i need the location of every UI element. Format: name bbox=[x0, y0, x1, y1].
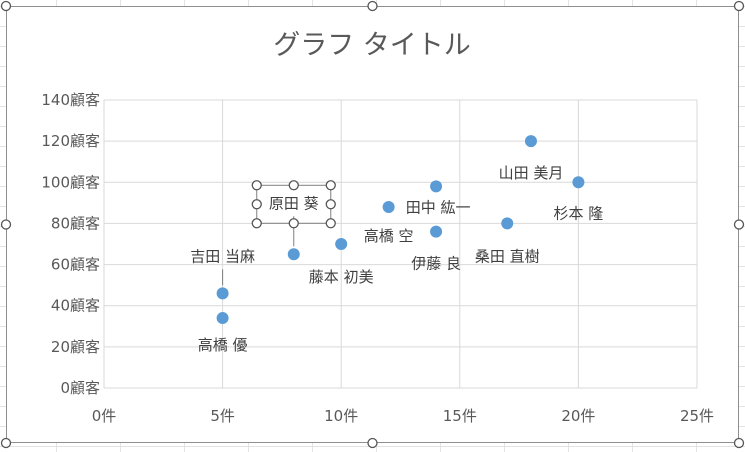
data-point[interactable] bbox=[216, 287, 229, 300]
chart-resize-handle[interactable] bbox=[367, 437, 378, 449]
y-axis-tick-labels: 0顧客 20顧客 40顧客 60顧客 80顧客 100顧客 120顧客 140顧客 bbox=[41, 91, 100, 397]
x-tick-label: 0件 bbox=[92, 407, 117, 425]
x-tick-label: 5件 bbox=[210, 407, 235, 425]
data-point[interactable] bbox=[287, 248, 300, 261]
chart-area[interactable] bbox=[6, 6, 739, 443]
y-tick-label: 80顧客 bbox=[51, 214, 100, 232]
chart-resize-handle[interactable] bbox=[733, 0, 745, 12]
data-label[interactable]: 吉田 当麻 bbox=[190, 247, 255, 265]
data-label[interactable]: 高橋 優 bbox=[198, 336, 248, 354]
resize-handle[interactable] bbox=[325, 218, 336, 229]
data-point[interactable] bbox=[524, 135, 537, 148]
y-tick-label: 60顧客 bbox=[51, 256, 100, 274]
data-labels: 高橋 優 吉田 当麻 原田 葵藤本 初美 高橋 空 田中 紘一伊藤 良桑田 直樹 山田 美… bbox=[190, 164, 603, 354]
data-label[interactable]: 桑田 直樹 bbox=[475, 247, 540, 265]
chart-resize-handle[interactable] bbox=[733, 219, 745, 230]
y-tick-label: 0顧客 bbox=[60, 379, 100, 397]
y-tick-label: 20顧客 bbox=[51, 338, 100, 356]
data-label[interactable]: 藤本 初美 bbox=[309, 268, 374, 286]
data-point[interactable] bbox=[430, 180, 443, 193]
resize-handle[interactable] bbox=[325, 180, 336, 191]
data-point[interactable] bbox=[501, 217, 514, 230]
data-point[interactable] bbox=[382, 200, 395, 213]
data-label[interactable]: 高橋 空 bbox=[364, 227, 414, 245]
chart-resize-handle[interactable] bbox=[0, 219, 12, 230]
chart-resize-handle[interactable] bbox=[367, 0, 378, 12]
chart-resize-handle[interactable] bbox=[0, 0, 12, 12]
y-tick-label: 140顧客 bbox=[41, 91, 100, 109]
resize-handle[interactable] bbox=[288, 180, 299, 191]
data-label[interactable]: 伊藤 良 bbox=[411, 255, 461, 273]
chart-resize-handle[interactable] bbox=[0, 437, 12, 449]
resize-handle[interactable] bbox=[288, 218, 299, 229]
data-point[interactable] bbox=[430, 225, 443, 238]
data-label[interactable]: 原田 葵 bbox=[269, 194, 319, 212]
data-label[interactable]: 杉本 隆 bbox=[554, 204, 604, 222]
x-tick-label: 15件 bbox=[443, 407, 477, 425]
y-tick-label: 120顧客 bbox=[41, 132, 100, 150]
x-tick-label: 10件 bbox=[324, 407, 358, 425]
data-point[interactable] bbox=[572, 176, 585, 189]
y-tick-label: 100顧客 bbox=[41, 173, 100, 191]
x-tick-label: 25件 bbox=[680, 407, 714, 425]
chart-title[interactable]: グラフ タイトル bbox=[273, 30, 471, 61]
data-label[interactable]: 山田 美月 bbox=[499, 164, 564, 182]
data-point[interactable] bbox=[335, 238, 348, 250]
x-tick-label: 20件 bbox=[561, 407, 595, 425]
data-label[interactable]: 田中 紘一 bbox=[406, 198, 471, 216]
resize-handle[interactable] bbox=[251, 199, 262, 210]
resize-handle[interactable] bbox=[251, 180, 262, 191]
chart-resize-handle[interactable] bbox=[733, 437, 745, 449]
x-axis-tick-labels: 0件 5件 10件 15件 20件 25件 bbox=[92, 407, 714, 425]
resize-handle[interactable] bbox=[325, 199, 336, 210]
data-point[interactable] bbox=[216, 312, 229, 325]
gridlines bbox=[103, 99, 698, 389]
data-points bbox=[216, 135, 585, 325]
y-tick-label: 40顧客 bbox=[51, 297, 100, 315]
resize-handle[interactable] bbox=[251, 218, 262, 229]
